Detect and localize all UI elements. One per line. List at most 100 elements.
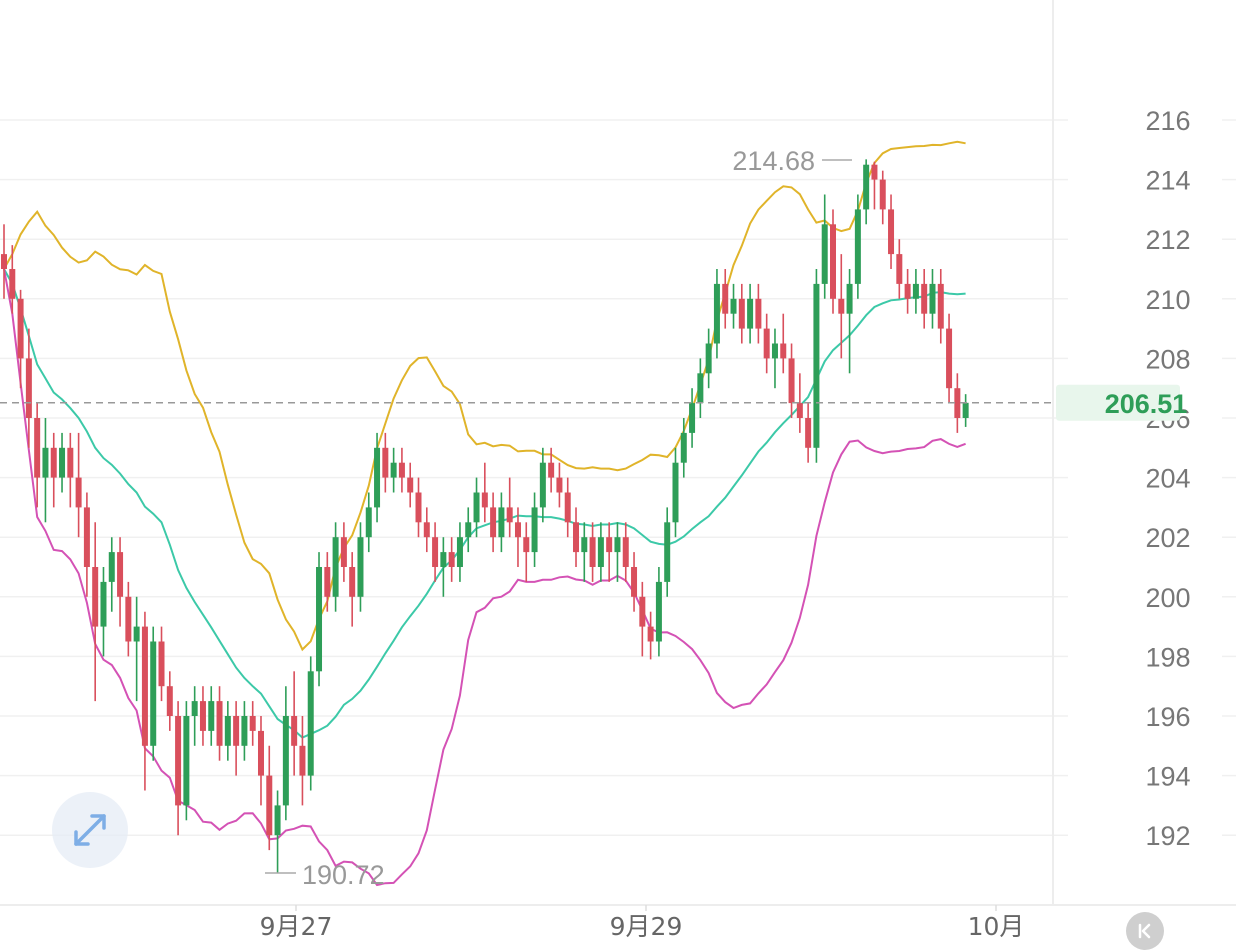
y-tick-label: 194 xyxy=(1145,762,1190,792)
candle-body xyxy=(747,298,754,329)
expand-arrows-icon xyxy=(74,814,106,846)
candle-body xyxy=(639,596,646,627)
middle-band-line xyxy=(3,268,966,739)
lower-band-line xyxy=(3,268,966,887)
high-annotation: 214.68 xyxy=(732,146,815,176)
candle-body xyxy=(523,537,530,553)
candle-body xyxy=(299,745,306,776)
candle-body xyxy=(796,403,803,418)
candle-body xyxy=(912,283,919,299)
x-tick-label: 9月29 xyxy=(610,912,683,941)
y-tick-label: 198 xyxy=(1145,642,1190,672)
candle-body xyxy=(42,447,49,478)
current-price-tag-bg xyxy=(1056,384,1180,421)
candle-body xyxy=(904,283,911,299)
y-tick-label: 208 xyxy=(1145,344,1190,374)
candle-body xyxy=(456,537,463,567)
candle-body xyxy=(241,716,248,746)
candle-body xyxy=(448,552,455,567)
candle-body xyxy=(664,522,671,582)
candle-body xyxy=(589,537,596,567)
candle-body xyxy=(208,701,215,731)
candle-body xyxy=(763,328,770,359)
candle-body xyxy=(150,641,157,746)
candle-body xyxy=(117,552,124,597)
candle-body xyxy=(705,343,712,374)
y-tick-label: 214 xyxy=(1145,166,1190,196)
candle-body xyxy=(340,537,347,567)
candle-body xyxy=(59,447,66,478)
expand-button[interactable] xyxy=(52,792,128,868)
candle-body xyxy=(398,462,405,478)
candle-body xyxy=(191,701,198,716)
candle-body xyxy=(233,716,240,746)
candle-body xyxy=(199,701,206,731)
candle-body xyxy=(805,418,812,448)
candle-body xyxy=(821,224,828,284)
candle-body xyxy=(896,254,903,284)
candle-body xyxy=(141,626,148,746)
x-tick-label: 9月27 xyxy=(260,912,333,941)
candle-body xyxy=(1,254,7,269)
candle-body xyxy=(830,224,836,299)
candle-body xyxy=(316,567,323,672)
candle-body xyxy=(606,537,613,553)
y-tick-label: 212 xyxy=(1145,225,1190,255)
candle-body xyxy=(846,283,853,314)
x-tick-label: 10月 xyxy=(968,912,1025,941)
candle-body xyxy=(382,447,389,478)
upper-band-line xyxy=(3,140,966,652)
candle-body xyxy=(473,492,480,523)
candle-body xyxy=(622,537,629,567)
y-tick-label: 200 xyxy=(1145,583,1190,613)
candle-body xyxy=(854,209,861,284)
candle-body xyxy=(249,716,256,731)
y-tick-label: 202 xyxy=(1145,523,1190,553)
candle-body xyxy=(564,492,571,523)
candle-body xyxy=(257,730,264,776)
candle-body xyxy=(415,492,422,523)
candle-body xyxy=(357,537,364,597)
candle-body xyxy=(465,522,472,538)
candle-body xyxy=(871,164,878,180)
candle-body xyxy=(962,402,969,418)
candle-body xyxy=(175,716,182,806)
candle-body xyxy=(34,418,41,478)
candle-body xyxy=(274,805,281,836)
candle-body xyxy=(713,283,720,344)
current-price-tag: 206.51 xyxy=(1105,389,1188,419)
candle-body xyxy=(332,537,339,597)
candles xyxy=(1,159,969,874)
candle-body xyxy=(863,164,870,210)
candle-body xyxy=(133,626,140,642)
candle-body xyxy=(282,716,289,806)
candle-body xyxy=(216,701,223,746)
candle-body xyxy=(266,775,273,836)
skip-to-latest-button[interactable] xyxy=(1126,912,1164,950)
candle-body xyxy=(498,507,505,538)
candle-body xyxy=(655,581,662,642)
candle-body xyxy=(349,567,356,597)
candle-body xyxy=(166,686,173,716)
candle-body xyxy=(506,507,513,523)
candle-body xyxy=(108,552,115,582)
candle-body xyxy=(514,522,521,538)
candle-body xyxy=(631,567,638,597)
candle-body xyxy=(25,358,32,418)
y-tick-label: 210 xyxy=(1145,285,1190,315)
candle-body xyxy=(407,477,414,493)
candle-body xyxy=(67,447,74,478)
candle-body xyxy=(50,447,57,478)
skip-to-start-icon xyxy=(1138,923,1151,939)
bollinger-bands xyxy=(3,140,966,887)
candle-body xyxy=(92,567,99,627)
candle-body xyxy=(689,403,696,433)
candle-body xyxy=(83,507,90,567)
candle-body xyxy=(788,358,795,404)
candle-body xyxy=(490,507,497,538)
low-annotation: 190.72 xyxy=(302,860,385,890)
candle-body xyxy=(17,298,24,359)
candle-body xyxy=(697,373,704,404)
candle-body xyxy=(722,283,729,314)
candle-body xyxy=(291,716,298,746)
